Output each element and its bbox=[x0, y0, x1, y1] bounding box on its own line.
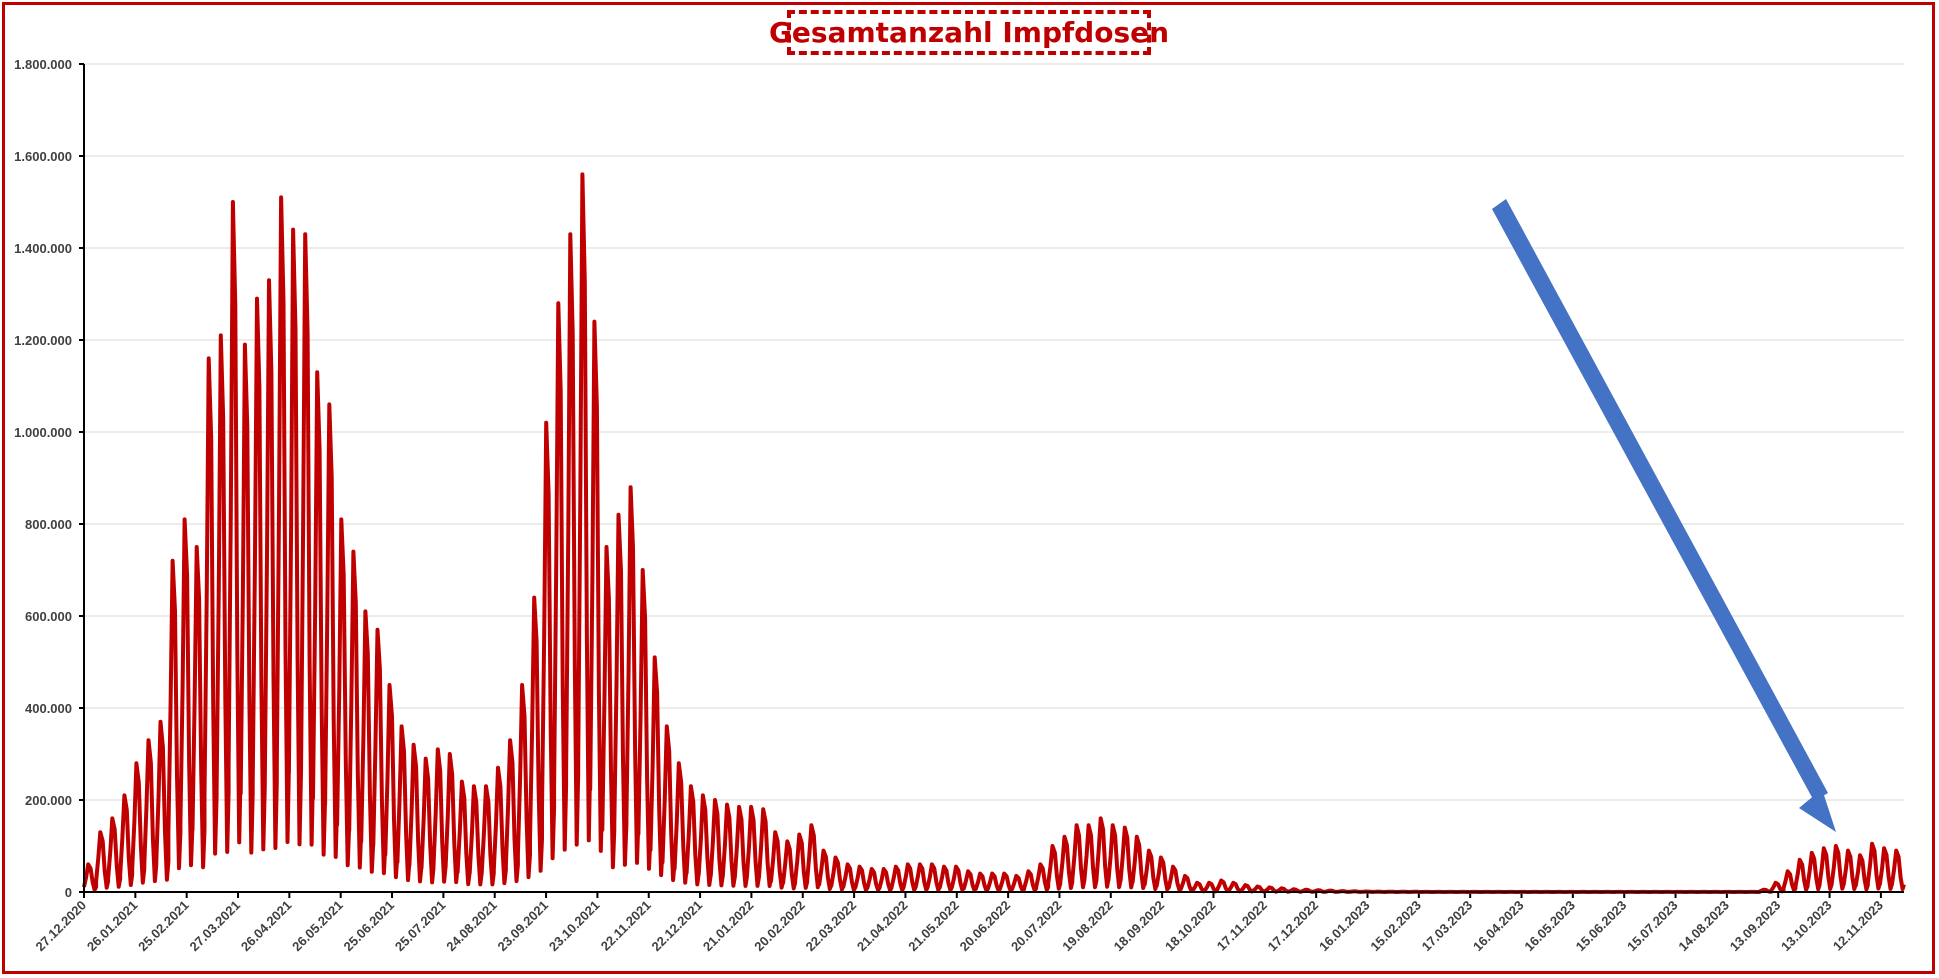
x-tick-label: 21.01.2022 bbox=[700, 898, 757, 955]
y-tick-label: 1.400.000 bbox=[14, 241, 72, 256]
x-tick-label: 26.01.2021 bbox=[84, 898, 141, 955]
x-tick-label: 22.12.2021 bbox=[649, 898, 706, 955]
x-tick-label: 13.09.2023 bbox=[1727, 898, 1784, 955]
x-tick-label: 25.02.2021 bbox=[135, 898, 192, 955]
x-tick-label: 21.05.2022 bbox=[905, 898, 962, 955]
x-tick-label: 27.12.2020 bbox=[32, 898, 89, 955]
x-tick-label: 19.08.2022 bbox=[1059, 898, 1116, 955]
x-tick-label: 14.08.2023 bbox=[1675, 898, 1732, 955]
x-tick-label: 22.03.2022 bbox=[803, 898, 860, 955]
x-tick-label: 22.11.2021 bbox=[598, 898, 654, 954]
x-tick-label: 16.04.2023 bbox=[1470, 898, 1527, 955]
y-tick-label: 600.000 bbox=[25, 609, 72, 624]
x-tick-label: 20.07.2022 bbox=[1008, 898, 1065, 955]
x-tick-label: 23.10.2021 bbox=[546, 898, 603, 955]
x-tick-label: 23.09.2021 bbox=[495, 898, 552, 955]
x-tick-label: 24.08.2021 bbox=[443, 898, 500, 955]
y-axis-ticks: 0 200.000 400.000 600.000 800.000 1.000.000 1.… bbox=[14, 57, 84, 900]
y-tick-label: 800.000 bbox=[25, 517, 72, 532]
x-tick-label: 13.10.2023 bbox=[1778, 898, 1835, 955]
y-tick-label: 1.800.000 bbox=[14, 57, 72, 72]
x-tick-label: 16.05.2023 bbox=[1521, 898, 1578, 955]
x-tick-label: 26.04.2021 bbox=[238, 898, 295, 955]
y-tick-label: 1.000.000 bbox=[14, 425, 72, 440]
chart-title: Gesamtanzahl Impfdosen bbox=[768, 16, 1170, 49]
x-tick-label: 25.07.2021 bbox=[392, 898, 449, 955]
x-tick-label: 15.02.2023 bbox=[1367, 898, 1424, 955]
chart-title-box: Gesamtanzahl Impfdosen bbox=[769, 10, 1169, 55]
series-line bbox=[82, 172, 1906, 894]
x-axis-ticks: 27.12.202026.01.202125.02.202127.03.2021… bbox=[32, 892, 1886, 954]
arrow-head bbox=[1799, 789, 1836, 832]
x-tick-label: 18.09.2022 bbox=[1111, 898, 1168, 955]
y-tick-label: 200.000 bbox=[25, 793, 72, 808]
x-tick-label: 12.11.2023 bbox=[1830, 898, 1886, 954]
x-tick-label: 21.04.2022 bbox=[854, 898, 911, 955]
x-tick-label: 27.03.2021 bbox=[187, 898, 244, 955]
x-tick-label: 16.01.2023 bbox=[1316, 898, 1373, 955]
x-tick-label: 20.02.2022 bbox=[751, 898, 808, 955]
x-tick-label: 15.07.2023 bbox=[1624, 898, 1681, 955]
y-tick-label: 1.600.000 bbox=[14, 149, 72, 164]
annotation-arrow bbox=[1492, 199, 1836, 832]
y-tick-label: 1.200.000 bbox=[14, 333, 72, 348]
x-tick-label: 15.06.2023 bbox=[1573, 898, 1630, 955]
x-tick-label: 20.06.2022 bbox=[957, 898, 1014, 955]
x-tick-label: 25.06.2021 bbox=[341, 898, 398, 955]
x-tick-label: 17.03.2023 bbox=[1419, 898, 1476, 955]
y-tick-label: 0 bbox=[65, 885, 72, 900]
x-tick-label: 26.05.2021 bbox=[289, 898, 346, 955]
arrow-shaft bbox=[1492, 199, 1828, 801]
x-tick-label: 17.11.2022 bbox=[1214, 898, 1270, 954]
x-tick-label: 18.10.2022 bbox=[1162, 898, 1219, 955]
x-tick-label: 17.12.2022 bbox=[1265, 898, 1322, 955]
y-tick-label: 400.000 bbox=[25, 701, 72, 716]
